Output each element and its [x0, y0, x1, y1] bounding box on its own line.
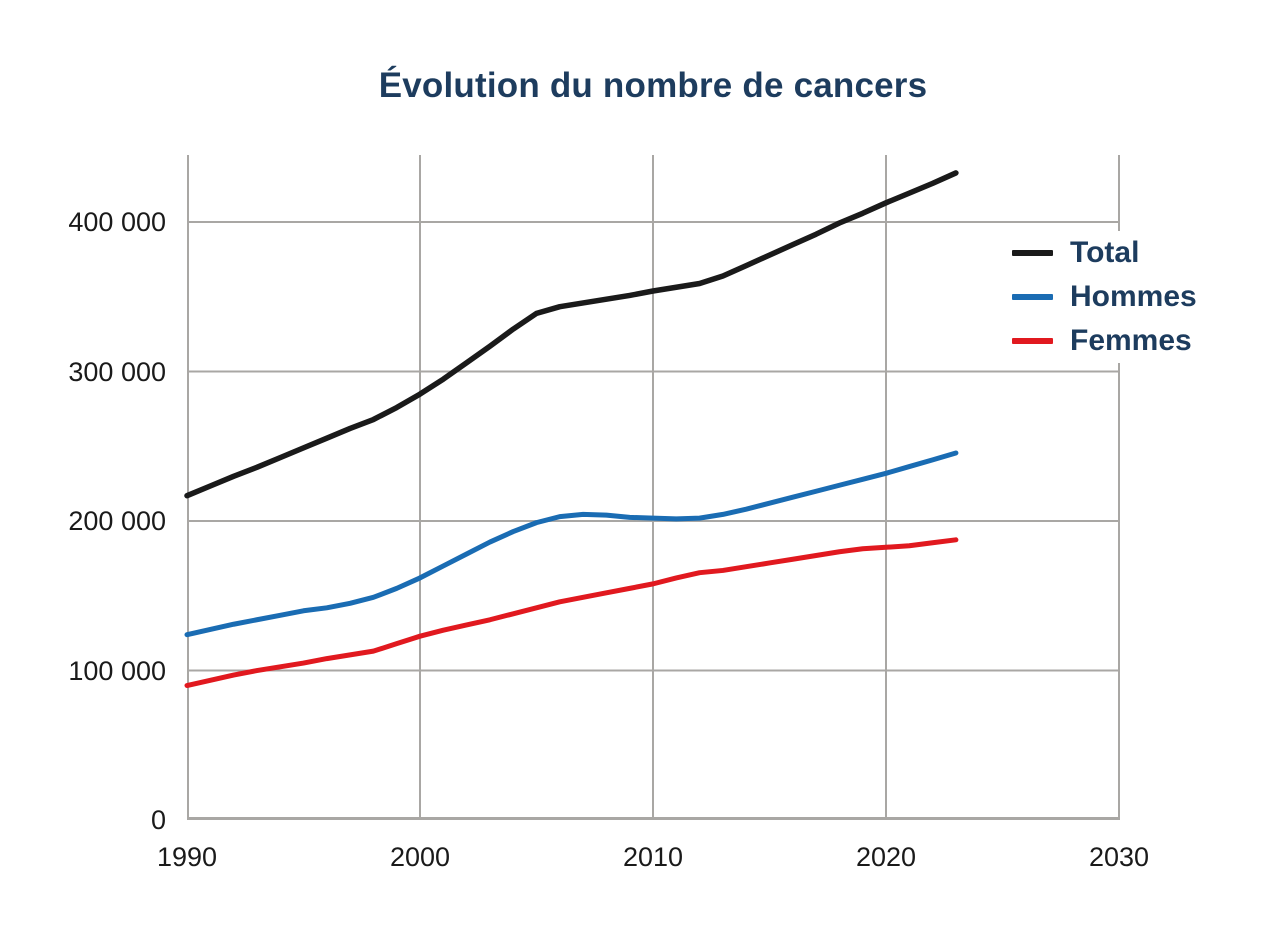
series-line-femmes	[184, 537, 959, 689]
y-tick-label: 300 000	[68, 356, 166, 387]
legend-label-total: Total	[1070, 236, 1140, 269]
y-tick-label: 200 000	[68, 506, 166, 537]
plot-svg	[184, 155, 1120, 820]
x-tick-label: 2020	[855, 842, 917, 872]
series-line-hommes	[184, 450, 959, 638]
legend-item-femmes: Femmes	[1002, 319, 1207, 363]
series-line-total	[184, 170, 959, 499]
x-tick-label: 2010	[622, 842, 684, 872]
y-tick-label: 400 000	[68, 207, 166, 238]
x-tick-label: 2030	[1088, 842, 1150, 872]
legend-swatch-femmes-icon	[1012, 338, 1053, 344]
legend-swatch-total-icon	[1012, 250, 1053, 256]
y-tick-label: 100 000	[68, 655, 166, 686]
y-tick-label: 0	[150, 805, 166, 835]
legend-label-femmes: Femmes	[1070, 324, 1192, 357]
x-tick-label: 2000	[389, 842, 451, 872]
legend-item-hommes: Hommes	[1002, 275, 1207, 319]
legend-swatch-hommes-icon	[1012, 294, 1053, 300]
legend-label-hommes: Hommes	[1070, 280, 1197, 313]
legend: Total Hommes Femmes	[1002, 231, 1207, 363]
chart-title: Évolution du nombre de cancers	[378, 66, 928, 105]
x-tick-label: 1990	[156, 842, 218, 872]
legend-item-total: Total	[1002, 231, 1207, 275]
